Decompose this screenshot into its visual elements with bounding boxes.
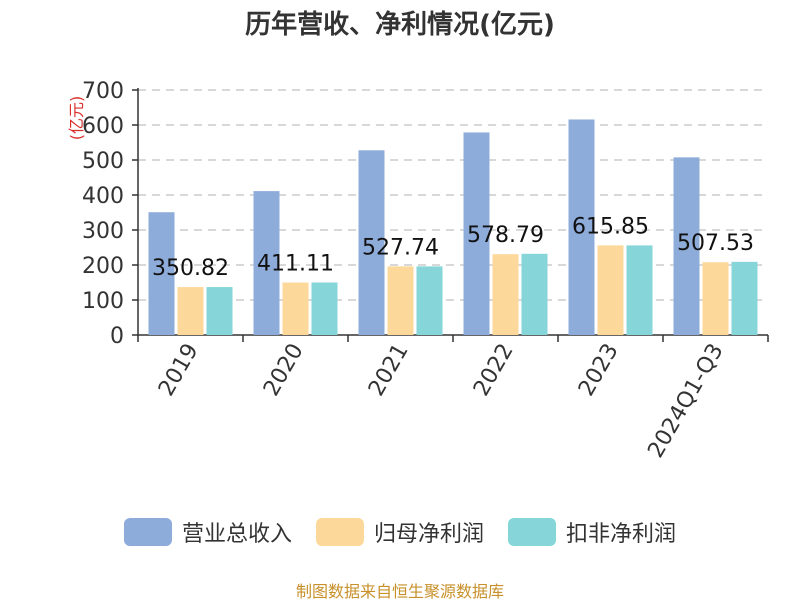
bar-net-profit[interactable] bbox=[387, 266, 414, 335]
chart-title: 历年营收、净利情况(亿元) bbox=[245, 10, 555, 40]
data-label: 615.85 bbox=[572, 214, 649, 239]
bar-net-profit[interactable] bbox=[282, 282, 309, 336]
bar-revenue[interactable] bbox=[673, 157, 700, 335]
y-axis-title: (亿元) bbox=[67, 96, 86, 141]
y-tick-label: 0 bbox=[110, 324, 124, 349]
bar-net-profit[interactable] bbox=[597, 245, 624, 335]
x-tick-label: 2022 bbox=[469, 340, 519, 401]
y-tick-label: 100 bbox=[82, 289, 124, 314]
y-tick-label: 300 bbox=[82, 219, 124, 244]
x-tick-label: 2020 bbox=[259, 340, 309, 401]
legend-item-revenue[interactable]: 营业总收入 bbox=[123, 516, 292, 548]
bar-adjusted-profit[interactable] bbox=[521, 253, 548, 335]
data-label: 411.11 bbox=[257, 252, 334, 277]
y-tick-label: 600 bbox=[82, 114, 124, 139]
data-label: 527.74 bbox=[362, 235, 439, 260]
bar-adjusted-profit[interactable] bbox=[206, 287, 233, 335]
legend-label-adjusted-profit: 扣非净利润 bbox=[566, 522, 677, 547]
data-label: 350.82 bbox=[152, 256, 229, 281]
source-note: 制图数据来自恒生聚源数据库 bbox=[295, 582, 504, 601]
bar-adjusted-profit[interactable] bbox=[626, 245, 653, 335]
y-tick-label: 400 bbox=[82, 184, 124, 209]
bar-adjusted-profit[interactable] bbox=[416, 266, 443, 335]
legend-swatch-net-profit bbox=[315, 518, 364, 546]
bar-revenue[interactable] bbox=[568, 119, 595, 335]
legend-label-revenue: 营业总收入 bbox=[181, 522, 292, 547]
bar-net-profit[interactable] bbox=[177, 287, 204, 335]
bar-revenue[interactable] bbox=[463, 132, 490, 335]
legend-swatch-revenue bbox=[123, 518, 172, 546]
x-tick-label: 2019 bbox=[154, 340, 204, 401]
x-tick-label: 2023 bbox=[574, 340, 624, 401]
bar-revenue[interactable] bbox=[148, 212, 175, 335]
data-label: 578.79 bbox=[467, 223, 544, 248]
legend-item-net-profit[interactable]: 归母净利润 bbox=[315, 516, 484, 548]
bar-net-profit[interactable] bbox=[702, 262, 729, 335]
legend: 营业总收入 归母净利润 扣非净利润 bbox=[0, 516, 800, 548]
y-tick-label: 500 bbox=[82, 149, 124, 174]
bar-revenue[interactable] bbox=[358, 150, 385, 335]
legend-item-adjusted-profit[interactable]: 扣非净利润 bbox=[508, 516, 676, 548]
bar-adjusted-profit[interactable] bbox=[311, 282, 338, 336]
x-tick-label: 2021 bbox=[364, 340, 414, 401]
x-tick-label: 2024Q1-Q3 bbox=[643, 340, 728, 463]
y-tick-label: 700 bbox=[82, 79, 124, 104]
bar-adjusted-profit[interactable] bbox=[731, 261, 758, 335]
legend-label-net-profit: 归母净利润 bbox=[373, 522, 484, 547]
data-label: 507.53 bbox=[677, 231, 754, 256]
bar-revenue[interactable] bbox=[253, 191, 280, 335]
legend-swatch-adjusted-profit bbox=[508, 518, 556, 546]
y-tick-label: 200 bbox=[82, 254, 124, 279]
bar-net-profit[interactable] bbox=[492, 254, 519, 335]
